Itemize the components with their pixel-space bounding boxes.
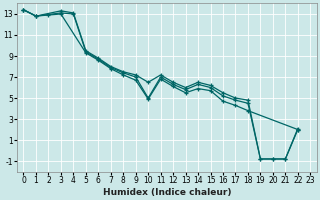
X-axis label: Humidex (Indice chaleur): Humidex (Indice chaleur) bbox=[103, 188, 231, 197]
